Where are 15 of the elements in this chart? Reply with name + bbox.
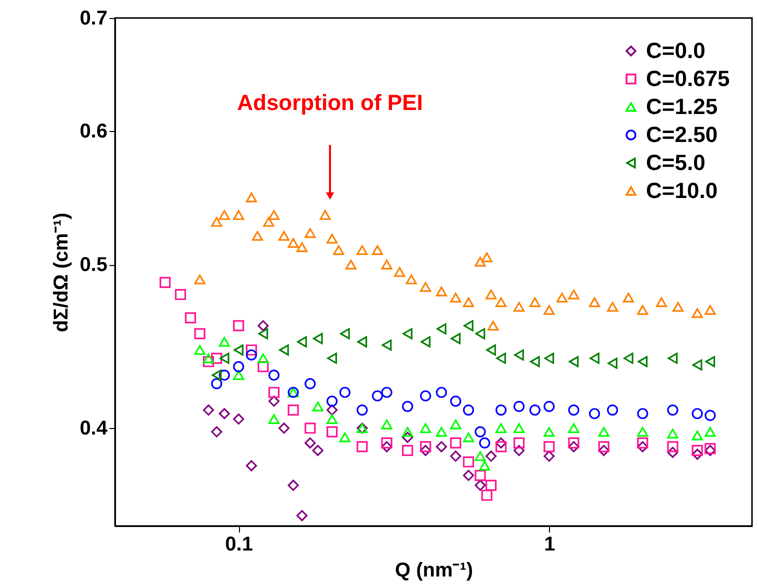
y-axis-title: dΣ/dΩ (cm⁻¹) (50, 212, 73, 332)
x-tick-label: 0.1 (225, 534, 253, 556)
y-tick-label: 0.6 (80, 120, 108, 142)
y-tick-label: 0.5 (80, 254, 108, 276)
legend-label: C=1.25 (646, 94, 718, 119)
legend-label: C=0.0 (646, 38, 706, 63)
annotation: Adsorption of PEI (237, 90, 423, 115)
legend-label: C=5.0 (646, 150, 706, 175)
x-axis-title: Q (nm⁻¹) (394, 560, 474, 582)
x-tick-label: 1 (544, 534, 556, 556)
y-tick-label: 0.4 (80, 418, 108, 440)
legend-label: C=0.675 (646, 66, 730, 91)
y-tick-label: 0.7 (80, 8, 108, 30)
legend-label: C=10.0 (646, 178, 718, 203)
legend-label: C=2.50 (646, 122, 718, 147)
